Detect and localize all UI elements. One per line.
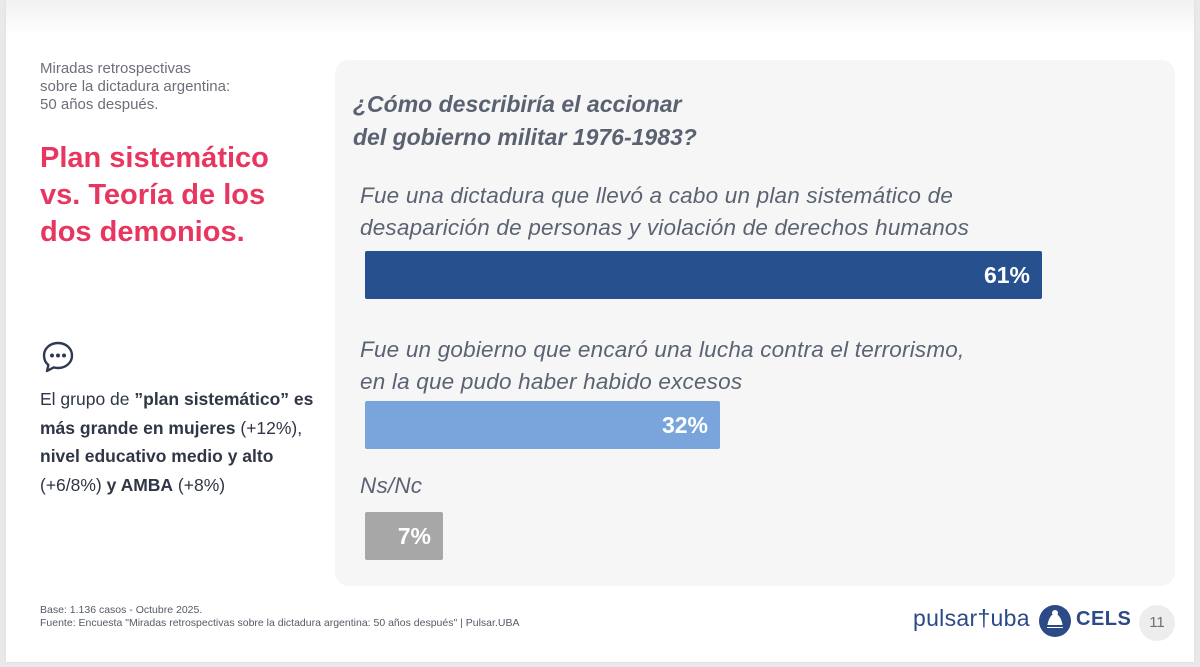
page-title: Plan sistemático vs. Teoría de los dos d… [40,140,330,251]
insight-highlight: ”plan sistemático” es más grande en muje… [40,389,314,438]
kicker-line: Miradas retrospectivas [40,60,191,77]
insight-text-part: (+6/8%) [40,474,107,495]
category-label-line: en la que pudo haber habido excesos [360,369,743,394]
insight-highlight: y AMBA [106,474,174,495]
insight-text-part: El grupo de [40,389,135,409]
data-label: 32% [661,412,708,438]
insight-text-part: (+12%), [235,417,303,438]
bar: 32% [365,401,720,449]
top-band [6,0,1194,36]
cels-logo-text: CELS [1076,608,1132,630]
data-label: 61% [983,262,1030,288]
category-label-line: Fue una dictadura que llevó a cabo un pl… [360,183,954,208]
category-label-line: desaparición de personas y violación de … [360,215,970,240]
chart-panel [335,60,1175,586]
chat-bubble-icon [42,341,74,373]
page-number: 11 [1139,605,1175,641]
category-label-line: Fue un gobierno que encaró una lucha con… [360,337,965,362]
category-label: Fue un gobierno que encaró una lucha con… [360,334,1100,398]
footer-source: Base: 1.136 casos - Octubre 2025. Fuente… [40,604,740,630]
title-line: vs. Teoría de los [40,179,266,211]
insight-text: El grupo de ”plan sistemático” es más gr… [40,385,330,499]
insight-highlight: nivel educativo medio y alto [40,446,274,466]
chart-title-line: del gobierno militar 1976-1983? [353,124,697,150]
kicker-line: sobre la dictadura argentina: [40,78,231,95]
data-label: 7% [397,523,431,549]
title-line: Plan sistemático [40,142,269,174]
pulsar-uba-logo: pulsar†uba [913,605,1030,631]
footer-source-line: Fuente: Encuesta "Miradas retrospectivas… [40,617,520,629]
title-line: dos demonios. [40,216,245,248]
report-kicker: Miradas retrospectivas sobre la dictadur… [40,60,300,114]
chart-title: ¿Cómo describiría el accionar del gobier… [353,88,953,154]
kicker-line: 50 años después. [40,96,159,113]
insight-text-part: (+8%) [173,474,226,495]
category-label: Ns/Nc [360,470,1100,502]
footer-base: Base: 1.136 casos - Octubre 2025. [40,604,203,616]
chart-title-line: ¿Cómo describiría el accionar [353,91,682,117]
bar: 61% [365,251,1042,299]
cels-logo-icon [1039,605,1071,637]
category-label-line: Ns/Nc [360,473,423,498]
bar: 7% [365,512,443,560]
category-label: Fue una dictadura que llevó a cabo un pl… [360,180,1100,244]
